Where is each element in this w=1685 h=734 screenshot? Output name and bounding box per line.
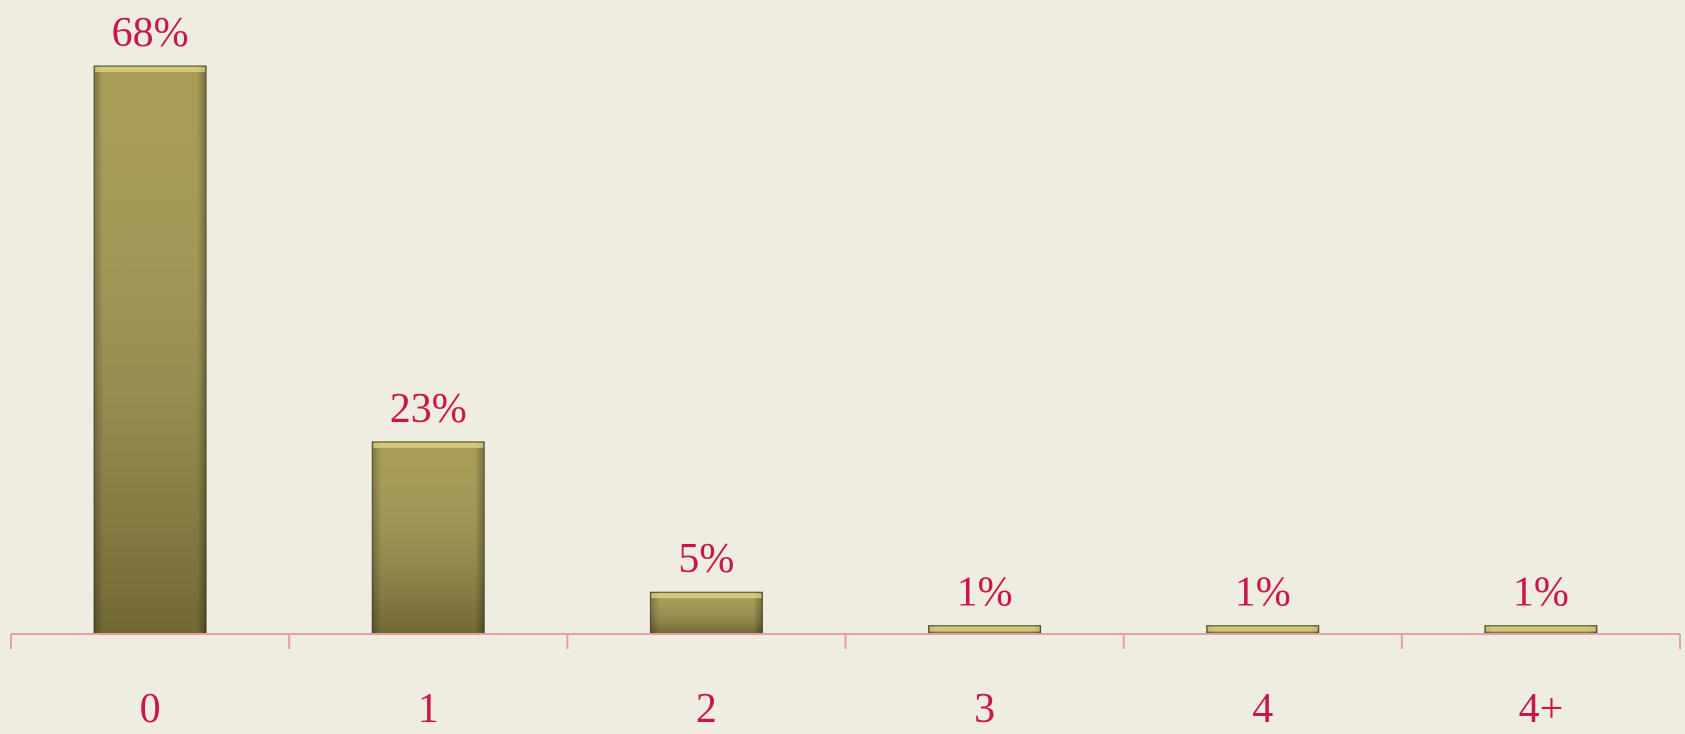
bar-bevel <box>373 442 484 448</box>
value-label: 5% <box>678 536 734 582</box>
value-label: 1% <box>1235 570 1291 616</box>
bar-bevel <box>95 67 206 72</box>
bar-bevel <box>1485 626 1596 632</box>
bar-bevel <box>929 626 1040 632</box>
x-tick-label: 4+ <box>1519 686 1564 732</box>
x-tick-label: 2 <box>696 686 717 732</box>
x-tick-label: 3 <box>974 686 995 732</box>
bar-side-shade <box>372 441 485 634</box>
x-tick-label: 0 <box>140 686 161 732</box>
value-label: 68% <box>112 10 189 56</box>
value-label: 1% <box>1513 570 1569 616</box>
bar-bevel <box>1207 626 1318 632</box>
value-label: 23% <box>390 386 467 432</box>
bar-side-shade <box>94 66 207 634</box>
bar-bevel <box>651 593 762 599</box>
bar-side-shade <box>650 592 763 634</box>
x-tick-label: 4 <box>1252 686 1273 732</box>
value-label: 1% <box>957 570 1013 616</box>
x-tick-label: 1 <box>418 686 439 732</box>
